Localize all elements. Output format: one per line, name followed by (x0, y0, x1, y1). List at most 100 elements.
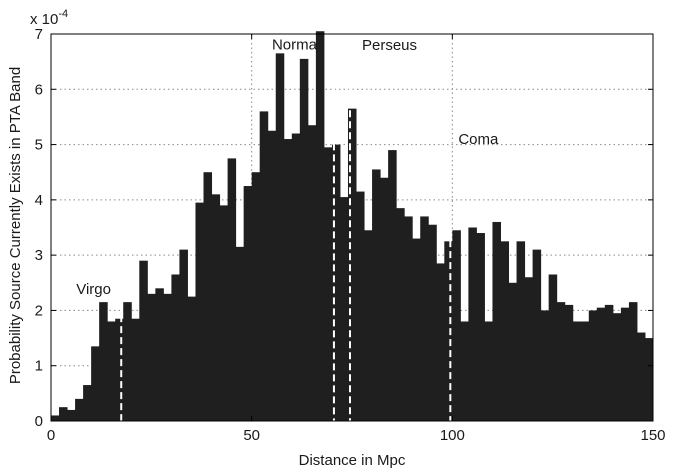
histogram-bar (380, 177, 389, 421)
histogram-bar (644, 338, 654, 421)
plot-frame (50, 33, 654, 422)
annotation-virgo: Virgo (76, 281, 111, 298)
histogram-bar (356, 191, 365, 421)
histogram-bar (572, 321, 582, 421)
histogram-bar (275, 53, 285, 421)
y-tick-label: 2 (35, 302, 43, 319)
histogram-bar (588, 310, 598, 421)
annotation-coma: Coma (458, 131, 499, 148)
histogram-bar (83, 385, 92, 421)
histogram-bar (596, 307, 606, 421)
histogram-bar (460, 321, 469, 421)
histogram-bar (564, 304, 574, 421)
histogram-bar (139, 260, 148, 421)
histogram-bar (372, 169, 381, 421)
x-tick-label: 100 (440, 427, 465, 444)
reference-lines-layer (120, 33, 452, 421)
histogram-bar (187, 296, 196, 421)
histogram-bar (67, 409, 76, 421)
ticks-layer (50, 33, 654, 422)
histogram-bar (452, 230, 461, 421)
histogram-bar (412, 238, 421, 421)
histogram-bar (315, 31, 325, 421)
histogram-bar (283, 139, 293, 422)
histogram-bar (508, 282, 518, 421)
histogram-bar (307, 125, 317, 421)
histogram-bar (347, 108, 357, 421)
histogram-bar (251, 172, 261, 421)
histogram-bar (267, 130, 277, 421)
histogram-bar (420, 216, 429, 421)
histogram-bar (492, 221, 501, 421)
y-axis-label: Probability Source Currently Exists in P… (7, 67, 24, 384)
x-axis-label: Distance in Mpc (299, 452, 406, 469)
histogram-bar (548, 274, 558, 421)
histogram-bar (131, 318, 140, 421)
histogram-bar (396, 208, 405, 421)
histogram-bar (211, 194, 221, 421)
histogram-bar (628, 302, 638, 421)
histogram-bar (404, 216, 413, 421)
histogram-bar (91, 346, 100, 421)
y-tick-label: 6 (35, 81, 43, 98)
histogram-bar (171, 274, 180, 421)
y-scale-base: x 10 (30, 11, 58, 28)
histogram-bar (227, 158, 237, 421)
annotation-perseus: Perseus (362, 37, 417, 54)
y-scale-exponent: -4 (58, 8, 68, 20)
histogram-bar (155, 288, 164, 421)
histogram-bar (99, 302, 108, 421)
histogram-bar (195, 202, 205, 421)
annotation-layer: Virgo Norma Perseus Coma (76, 36, 499, 298)
histogram-bar (540, 310, 550, 421)
histogram-bar (163, 293, 172, 421)
y-tick-label: 3 (35, 247, 43, 264)
histogram-bar (428, 224, 437, 421)
histogram-bar (259, 111, 269, 422)
x-tick-label: 150 (640, 427, 665, 444)
x-tick-label: 0 (47, 427, 55, 444)
histogram-bar (556, 302, 566, 421)
y-tick-label: 5 (35, 137, 43, 154)
histogram-bar (484, 321, 493, 421)
histogram-bar (51, 415, 60, 421)
histogram-bar (115, 318, 124, 421)
y-tick-label: 1 (35, 358, 43, 375)
histogram-bar (75, 398, 84, 421)
histogram-bar (291, 133, 301, 421)
histogram-bar (612, 313, 622, 421)
histogram-bar (636, 332, 646, 421)
y-tick-label: 7 (35, 26, 43, 43)
histogram-bar (604, 304, 614, 421)
histogram-bar (147, 293, 156, 421)
histogram-bar (219, 205, 229, 421)
histogram-bar (364, 230, 373, 421)
y-scale-label: x 10-4 (30, 8, 68, 28)
histogram-bar (203, 172, 213, 421)
y-tick-label: 0 (35, 413, 43, 430)
histogram-bar (620, 307, 630, 421)
y-tick-label: 4 (35, 192, 43, 209)
histogram-bar (500, 241, 510, 421)
histogram-bar (331, 144, 341, 422)
histogram-bar (235, 246, 245, 421)
annotation-norma: Norma (272, 36, 318, 53)
histogram-bar (299, 58, 309, 421)
labels-layer: 0 50 100 150 0 1 2 3 4 5 6 7 (35, 26, 666, 444)
histogram-bar (59, 407, 68, 421)
histogram-bar (516, 241, 526, 421)
histogram-bar (468, 227, 477, 421)
histogram-bar (179, 249, 188, 421)
histogram-bar (388, 150, 397, 421)
x-tick-label: 50 (243, 427, 260, 444)
histogram-bar (524, 277, 534, 421)
histogram-bar (444, 241, 453, 421)
histogram-bar (580, 321, 590, 421)
histogram-bar (476, 233, 485, 421)
histogram-bar (123, 302, 132, 421)
histogram-bar (243, 186, 253, 421)
histogram-bar (323, 147, 333, 422)
bars-layer (51, 31, 654, 422)
